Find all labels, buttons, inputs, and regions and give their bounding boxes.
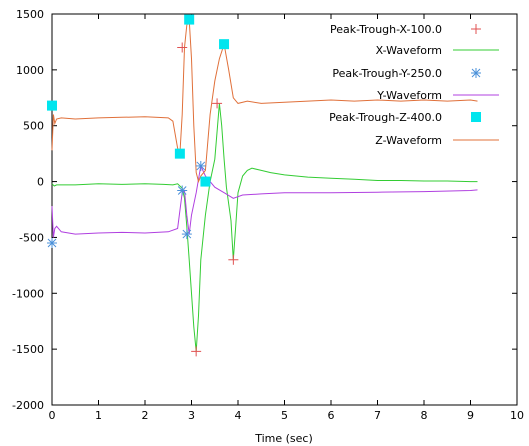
x-tick-label: 3 bbox=[188, 409, 195, 422]
x-tick-label: 6 bbox=[328, 409, 335, 422]
data-point-peak-trough-y-250-0 bbox=[181, 229, 192, 240]
legend-label: X-Waveform bbox=[376, 44, 442, 57]
data-point-peak-trough-z-400-0 bbox=[184, 14, 195, 25]
x-tick-label: 1 bbox=[95, 409, 102, 422]
legend: Peak-Trough-X-100.0 X-Waveform Peak-Trough… bbox=[329, 23, 499, 147]
x-tick-label: 9 bbox=[467, 409, 474, 422]
legend-label: Peak-Trough-X-100.0 bbox=[330, 23, 442, 36]
legend-label: Peak-Trough-Y-250.0 bbox=[332, 67, 442, 80]
data-point-peak-trough-z-400-0 bbox=[47, 100, 57, 111]
legend-swatch-marker bbox=[471, 68, 481, 78]
x-tick-label: 5 bbox=[281, 409, 288, 422]
data-point-peak-trough-z-400-0 bbox=[219, 39, 230, 50]
x-tick-label: 10 bbox=[510, 409, 524, 422]
legend-label: Y-Waveform bbox=[376, 89, 442, 102]
y-tick-label: 1500 bbox=[16, 8, 44, 21]
x-tick-label: 2 bbox=[142, 409, 149, 422]
legend-label: Z-Waveform bbox=[375, 134, 442, 147]
series-layer bbox=[47, 14, 478, 357]
legend-swatch-marker bbox=[471, 24, 481, 34]
series-line-z-waveform bbox=[51, 19, 478, 184]
x-tick-label: 7 bbox=[374, 409, 381, 422]
y-tick-label: -1000 bbox=[12, 287, 44, 300]
data-point-peak-trough-x-100-0 bbox=[177, 42, 188, 53]
plot-frame bbox=[51, 13, 518, 406]
x-axis-label: Time (sec) bbox=[254, 432, 313, 445]
x-tick-label: 4 bbox=[235, 409, 242, 422]
legend-swatch-marker bbox=[471, 112, 481, 122]
data-point-peak-trough-x-100-0 bbox=[212, 98, 223, 109]
y-tick-label: -2000 bbox=[12, 399, 44, 412]
y-tick-label: 0 bbox=[37, 176, 44, 189]
data-point-peak-trough-y-250-0 bbox=[177, 185, 188, 196]
x-tick-label: 8 bbox=[421, 409, 428, 422]
data-point-peak-trough-x-100-0 bbox=[191, 346, 202, 357]
y-tick-label: 1000 bbox=[16, 64, 44, 77]
axis-ticks: 0 1 2 3 4 5 6 7 8 9 10 -2000 -1500 -1000 -500 0 500 1000 1… bbox=[12, 8, 524, 422]
data-point-peak-trough-y-250-0 bbox=[195, 160, 206, 171]
y-tick-label: 500 bbox=[23, 120, 44, 133]
y-tick-label: -1500 bbox=[12, 343, 44, 356]
data-point-peak-trough-z-400-0 bbox=[174, 148, 185, 159]
x-tick-label: 0 bbox=[49, 409, 56, 422]
data-point-peak-trough-y-250-0 bbox=[47, 238, 57, 249]
series-line-y-waveform bbox=[51, 164, 478, 238]
legend-label: Peak-Trough-Z-400.0 bbox=[329, 111, 442, 124]
data-point-peak-trough-z-400-0 bbox=[200, 176, 211, 187]
y-tick-label: -500 bbox=[19, 231, 44, 244]
data-point-peak-trough-x-100-0 bbox=[228, 254, 239, 265]
